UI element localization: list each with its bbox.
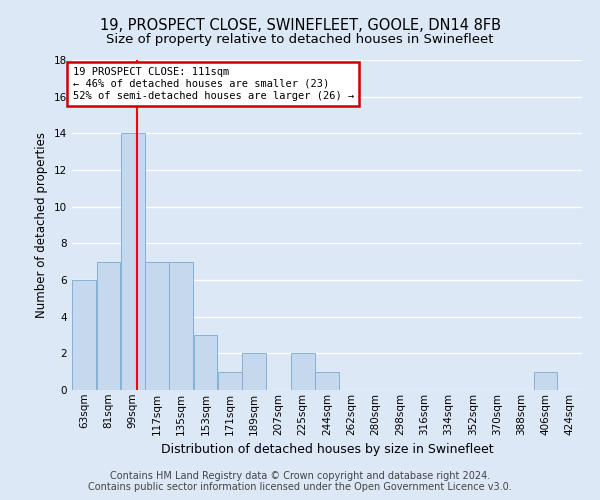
- Bar: [169, 262, 193, 390]
- Bar: [145, 262, 169, 390]
- Text: 19 PROSPECT CLOSE: 111sqm
← 46% of detached houses are smaller (23)
52% of semi-: 19 PROSPECT CLOSE: 111sqm ← 46% of detac…: [73, 68, 354, 100]
- Text: 19, PROSPECT CLOSE, SWINEFLEET, GOOLE, DN14 8FB: 19, PROSPECT CLOSE, SWINEFLEET, GOOLE, D…: [100, 18, 500, 32]
- Bar: [315, 372, 339, 390]
- Bar: [97, 262, 121, 390]
- Text: Contains HM Land Registry data © Crown copyright and database right 2024.
Contai: Contains HM Land Registry data © Crown c…: [88, 471, 512, 492]
- Bar: [242, 354, 266, 390]
- Text: Size of property relative to detached houses in Swinefleet: Size of property relative to detached ho…: [106, 32, 494, 46]
- Bar: [218, 372, 242, 390]
- X-axis label: Distribution of detached houses by size in Swinefleet: Distribution of detached houses by size …: [161, 443, 493, 456]
- Y-axis label: Number of detached properties: Number of detached properties: [35, 132, 49, 318]
- Bar: [533, 372, 557, 390]
- Bar: [291, 354, 314, 390]
- Bar: [72, 280, 96, 390]
- Bar: [121, 134, 145, 390]
- Bar: [194, 335, 217, 390]
